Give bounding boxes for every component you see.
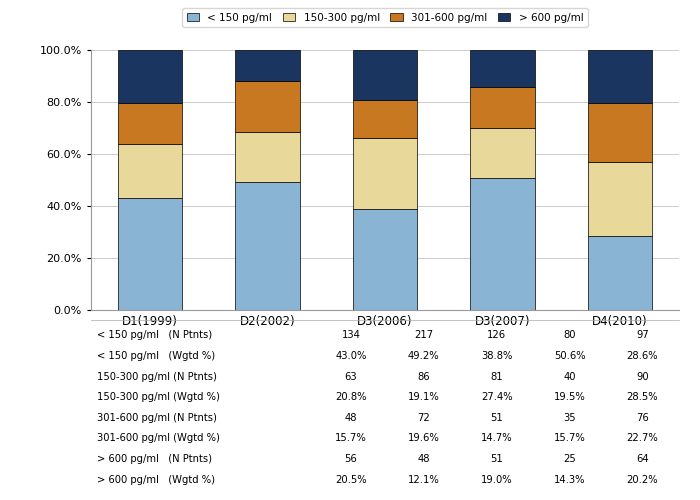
Text: > 600 pg/ml   (Wgtd %): > 600 pg/ml (Wgtd %) xyxy=(97,474,215,484)
Bar xyxy=(353,100,417,138)
Text: 19.5%: 19.5% xyxy=(554,392,585,402)
Text: 28.5%: 28.5% xyxy=(626,392,659,402)
Text: 76: 76 xyxy=(636,413,649,423)
Text: 72: 72 xyxy=(417,413,430,423)
Text: 217: 217 xyxy=(414,330,433,340)
Text: 150-300 pg/ml (N Ptnts): 150-300 pg/ml (N Ptnts) xyxy=(97,372,217,382)
Text: < 150 pg/ml   (N Ptnts): < 150 pg/ml (N Ptnts) xyxy=(97,330,212,340)
Text: 19.0%: 19.0% xyxy=(481,474,512,484)
Text: 35: 35 xyxy=(564,413,576,423)
Bar xyxy=(235,132,300,182)
Text: 15.7%: 15.7% xyxy=(335,434,367,444)
Bar xyxy=(470,50,535,87)
Text: 50.6%: 50.6% xyxy=(554,351,585,361)
Text: 38.8%: 38.8% xyxy=(481,351,512,361)
Text: 20.2%: 20.2% xyxy=(626,474,659,484)
Bar xyxy=(588,162,652,236)
Bar xyxy=(588,236,652,310)
Text: 14.3%: 14.3% xyxy=(554,474,585,484)
Text: 301-600 pg/ml (N Ptnts): 301-600 pg/ml (N Ptnts) xyxy=(97,413,217,423)
Text: 150-300 pg/ml (Wgtd %): 150-300 pg/ml (Wgtd %) xyxy=(97,392,220,402)
Text: 56: 56 xyxy=(344,454,357,464)
Text: 134: 134 xyxy=(342,330,360,340)
Text: 43.0%: 43.0% xyxy=(335,351,367,361)
Legend: < 150 pg/ml, 150-300 pg/ml, 301-600 pg/ml, > 600 pg/ml: < 150 pg/ml, 150-300 pg/ml, 301-600 pg/m… xyxy=(183,8,587,26)
Text: 15.7%: 15.7% xyxy=(554,434,585,444)
Bar xyxy=(470,128,535,178)
Bar xyxy=(353,209,417,310)
Text: < 150 pg/ml   (Wgtd %): < 150 pg/ml (Wgtd %) xyxy=(97,351,215,361)
Bar xyxy=(588,102,652,162)
Text: 22.7%: 22.7% xyxy=(626,434,659,444)
Bar xyxy=(235,50,300,82)
Bar xyxy=(353,138,417,209)
Bar xyxy=(470,178,535,310)
Text: 20.8%: 20.8% xyxy=(335,392,367,402)
Text: 20.5%: 20.5% xyxy=(335,474,367,484)
Bar xyxy=(118,144,182,198)
Bar xyxy=(118,50,182,104)
Bar xyxy=(353,50,417,100)
Text: 86: 86 xyxy=(417,372,430,382)
Text: 97: 97 xyxy=(636,330,649,340)
Text: 40: 40 xyxy=(564,372,576,382)
Text: 48: 48 xyxy=(418,454,430,464)
Text: 19.1%: 19.1% xyxy=(408,392,440,402)
Text: 90: 90 xyxy=(636,372,649,382)
Bar xyxy=(235,182,300,310)
Text: 19.6%: 19.6% xyxy=(408,434,440,444)
Text: 49.2%: 49.2% xyxy=(408,351,440,361)
Text: 14.7%: 14.7% xyxy=(481,434,512,444)
Text: 80: 80 xyxy=(564,330,576,340)
Text: 63: 63 xyxy=(344,372,357,382)
Text: > 600 pg/ml   (N Ptnts): > 600 pg/ml (N Ptnts) xyxy=(97,454,212,464)
Text: 81: 81 xyxy=(491,372,503,382)
Text: 27.4%: 27.4% xyxy=(481,392,512,402)
Text: 25: 25 xyxy=(564,454,576,464)
Bar xyxy=(118,198,182,310)
Bar xyxy=(470,87,535,128)
Text: 48: 48 xyxy=(344,413,357,423)
Bar xyxy=(588,50,652,102)
Text: 51: 51 xyxy=(490,413,503,423)
Text: 28.6%: 28.6% xyxy=(626,351,659,361)
Text: 64: 64 xyxy=(636,454,649,464)
Bar xyxy=(118,104,182,144)
Text: 12.1%: 12.1% xyxy=(408,474,440,484)
Bar xyxy=(235,82,300,132)
Text: 126: 126 xyxy=(487,330,506,340)
Text: 301-600 pg/ml (Wgtd %): 301-600 pg/ml (Wgtd %) xyxy=(97,434,220,444)
Text: 51: 51 xyxy=(490,454,503,464)
